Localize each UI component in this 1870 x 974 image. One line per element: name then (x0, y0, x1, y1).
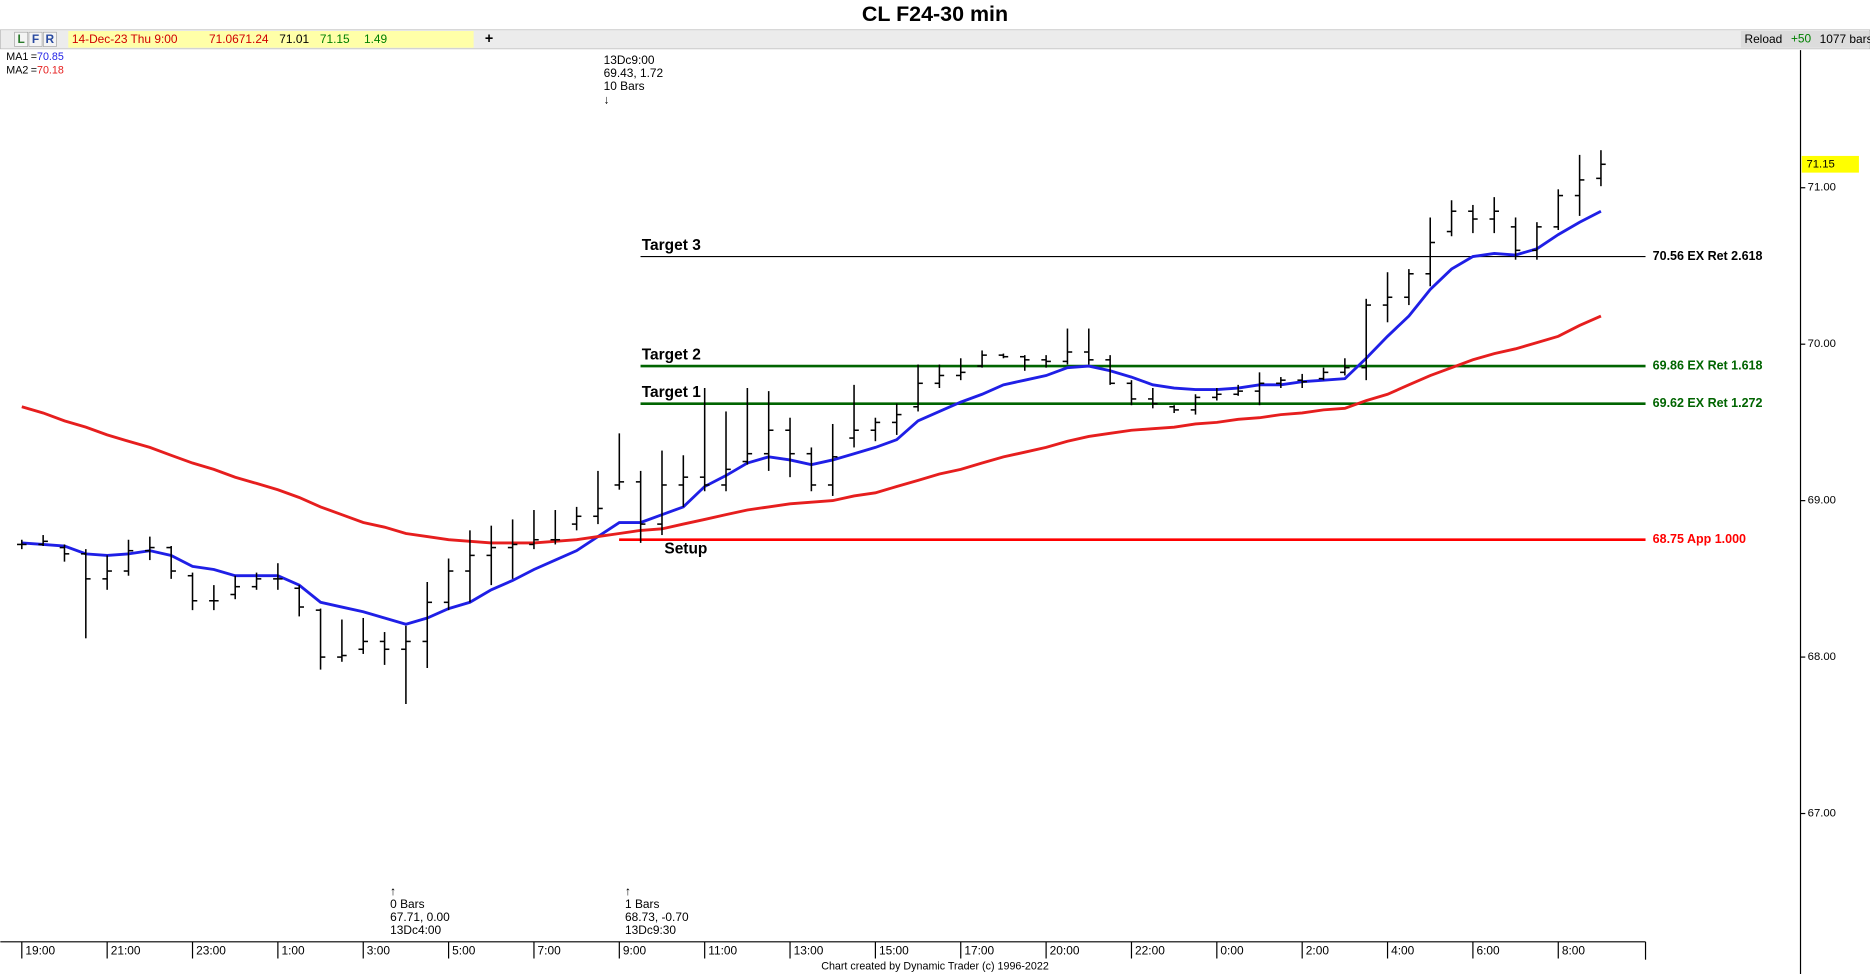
annotation-line: 13Dc9:30 (625, 923, 676, 937)
x-tick-label: 22:00 (1135, 944, 1165, 958)
quote-close: 71.15 (320, 32, 350, 46)
quote-low: 71.01 (279, 32, 309, 46)
footer: Chart created by Dynamic Trader (c) 1996… (821, 961, 1049, 973)
legend-entry: MA1 =70.85 (6, 51, 64, 63)
chart-title: CL F24-30 min (862, 2, 1008, 26)
bars-count: 1077 bars (1820, 32, 1870, 46)
quote-date: 14-Dec-23 Thu 9:00 (72, 32, 178, 46)
quote-change: 1.49 (364, 32, 388, 46)
x-tick-label: 6:00 (1476, 944, 1500, 958)
x-tick-label: 19:00 (25, 944, 55, 958)
legend-entry: MA2 =70.18 (6, 64, 64, 76)
annotation-line: 13Dc9:00 (604, 53, 655, 67)
x-tick-label: 13:00 (794, 944, 824, 958)
y-tick-label: 71.00 (1808, 182, 1836, 194)
legend-name: MA1 (6, 51, 28, 63)
y-tick-label: 68.00 (1808, 651, 1836, 663)
level-label: 68.75 App 1.000 (1653, 532, 1746, 546)
add-button: + (485, 31, 493, 47)
annotation-line: ↑ (625, 884, 631, 898)
legend-value: 70.18 (37, 64, 64, 76)
toolbar-button-label: R (46, 32, 55, 46)
last-price-label: 71.15 (1806, 158, 1834, 170)
level-label: 69.86 EX Ret 1.618 (1653, 358, 1763, 372)
level-name: Setup (664, 540, 707, 557)
last-price-box (1801, 155, 1859, 173)
level-label: 69.62 EX Ret 1.272 (1653, 396, 1763, 410)
annotation-line: 13Dc4:00 (390, 923, 441, 937)
level-name: Target 2 (642, 346, 701, 363)
annotation-line: 68.73, -0.70 (625, 910, 689, 924)
x-tick-label: 1:00 (281, 944, 305, 958)
legend-value: 70.85 (37, 51, 64, 63)
quote-open: 71.06 (209, 32, 239, 46)
x-tick-label: 15:00 (879, 944, 909, 958)
x-tick-label: 2:00 (1306, 944, 1330, 958)
toolbar-button-label: F (32, 32, 39, 46)
quote-high: 71.24 (239, 32, 269, 46)
x-tick-label: 17:00 (964, 944, 994, 958)
annotation-line: 1 Bars (625, 897, 659, 911)
x-tick-label: 9:00 (623, 944, 647, 958)
x-tick-label: 5:00 (452, 944, 476, 958)
y-tick-label: 70.00 (1808, 338, 1836, 350)
y-tick-label: 69.00 (1808, 495, 1836, 507)
x-tick-label: 0:00 (1220, 944, 1244, 958)
legend-separator: = (31, 64, 37, 76)
annotation-line: ↓ (604, 92, 610, 106)
toolbar-button (42, 31, 57, 47)
level-name: Target 1 (642, 384, 701, 401)
x-tick-label: 11:00 (708, 944, 737, 958)
toolbar-right (1740, 30, 1870, 48)
level-label: 70.56 EX Ret 2.618 (1653, 249, 1763, 263)
y-tick-label: 67.00 (1808, 808, 1836, 820)
reload-button: Reload (1744, 32, 1782, 46)
x-tick-label: 23:00 (196, 944, 226, 958)
ma-line (21, 314, 1602, 545)
step-label: +50 (1791, 31, 1812, 45)
x-tick-label: 8:00 (1562, 944, 1586, 958)
quote-box (68, 30, 474, 48)
legend-separator: = (31, 51, 37, 63)
toolbar-button-label: L (18, 32, 25, 46)
x-tick-label: 4:00 (1391, 944, 1415, 958)
annotation-line: ↑ (390, 884, 396, 898)
level-name: Target 3 (642, 237, 701, 254)
x-tick-label: 7:00 (538, 944, 562, 958)
x-tick-label: 20:00 (1050, 944, 1080, 958)
legend-name: MA2 (6, 64, 28, 76)
annotation-line: 10 Bars (604, 79, 645, 93)
toolbar-button (14, 31, 29, 47)
annotation-line: 67.71, 0.00 (390, 910, 450, 924)
toolbar-button (28, 31, 43, 47)
x-tick-label: 21:00 (111, 944, 141, 958)
annotation-line: 69.43, 1.72 (604, 66, 664, 80)
x-tick-label: 3:00 (367, 944, 391, 958)
annotation-line: 0 Bars (390, 897, 424, 911)
